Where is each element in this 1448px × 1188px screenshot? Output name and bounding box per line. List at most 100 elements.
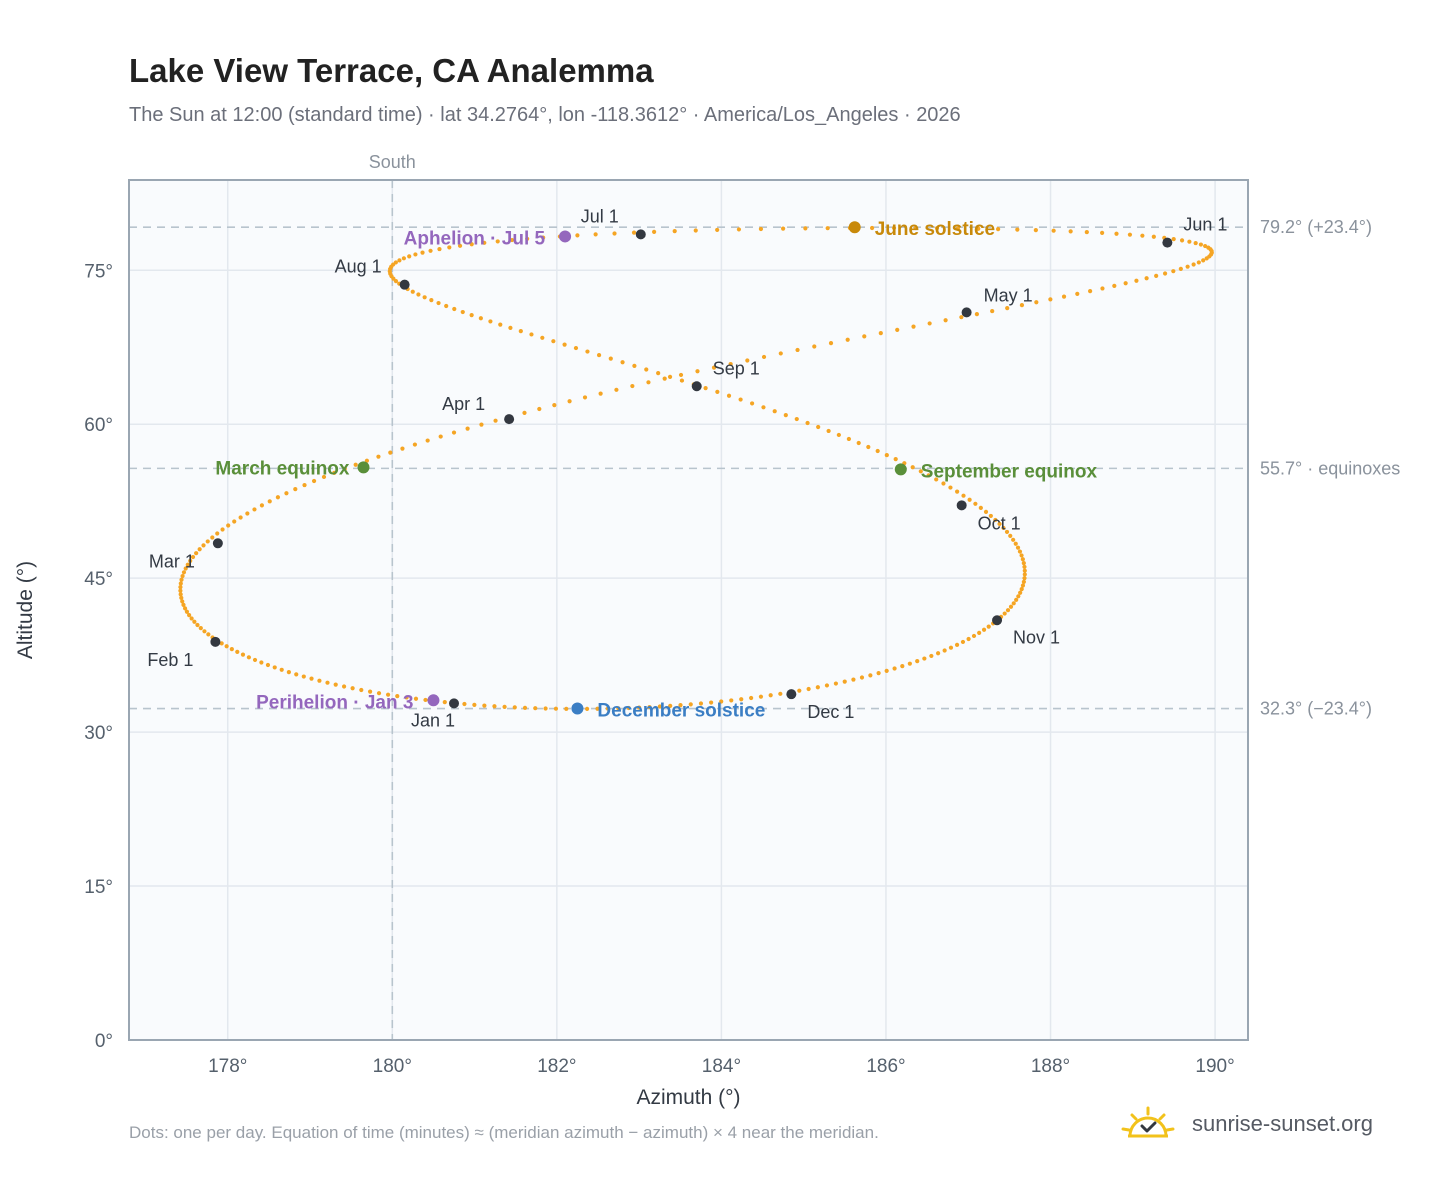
day-dot xyxy=(493,418,498,423)
day-dot xyxy=(1014,597,1019,602)
x-tick-label: 178° xyxy=(208,1056,247,1077)
day-dot xyxy=(626,705,631,711)
day-dot xyxy=(990,308,995,314)
day-dot xyxy=(709,700,714,705)
day-dot xyxy=(364,458,370,463)
sun-logo-icon xyxy=(1121,1106,1175,1138)
day-dot xyxy=(584,706,590,711)
day-dot xyxy=(978,505,983,510)
day-dot xyxy=(509,237,515,243)
day-dot xyxy=(616,706,621,711)
day-dot xyxy=(522,410,527,415)
month-marker xyxy=(399,279,410,290)
day-dot xyxy=(321,474,327,480)
day-dot xyxy=(252,507,257,512)
day-dot xyxy=(359,687,364,693)
day-dot xyxy=(224,644,229,649)
day-dot xyxy=(745,358,750,363)
day-dot xyxy=(188,558,193,563)
day-dot xyxy=(816,424,821,430)
day-dot xyxy=(749,401,755,406)
day-dot xyxy=(502,704,507,709)
day-dot xyxy=(934,477,939,482)
day-dot xyxy=(1022,564,1027,570)
day-dot xyxy=(1162,271,1168,276)
day-dot xyxy=(275,495,281,500)
month-marker xyxy=(449,698,460,709)
day-dot xyxy=(525,236,530,241)
month-label: Nov 1 xyxy=(1013,627,1060,647)
day-dot xyxy=(997,521,1002,527)
day-dot xyxy=(596,352,602,358)
day-dot xyxy=(190,554,196,560)
day-dot xyxy=(540,335,545,340)
altitude-reference-label: 32.3° (−23.4°) xyxy=(1260,699,1372,719)
day-dot xyxy=(553,706,559,711)
day-dot xyxy=(698,701,704,706)
month-marker xyxy=(635,229,646,240)
day-dot xyxy=(201,543,206,548)
x-tick-label: 188° xyxy=(1031,1056,1070,1077)
day-dot xyxy=(1127,232,1133,237)
month-marker xyxy=(210,636,221,647)
day-dot xyxy=(342,466,347,471)
day-dot xyxy=(824,683,830,688)
day-dot xyxy=(1068,229,1073,234)
day-dot xyxy=(1018,590,1023,595)
day-dot xyxy=(512,705,517,710)
event-marker xyxy=(559,230,572,243)
day-dot xyxy=(1201,258,1206,263)
day-dot xyxy=(966,636,971,642)
day-dot xyxy=(551,339,556,344)
month-marker xyxy=(691,381,702,392)
day-dot xyxy=(738,397,743,402)
month-label: Sep 1 xyxy=(713,358,760,378)
day-dot xyxy=(703,385,708,391)
day-dot xyxy=(428,248,433,253)
day-dot xyxy=(876,671,881,676)
day-dot xyxy=(726,393,732,398)
day-dot xyxy=(1021,579,1026,584)
day-dot xyxy=(934,226,940,231)
day-dot xyxy=(1154,273,1159,278)
day-dot xyxy=(869,225,875,231)
day-dot xyxy=(893,457,898,462)
day-dot xyxy=(1191,262,1196,267)
day-dot xyxy=(719,699,724,704)
day-dot xyxy=(884,668,889,673)
month-label: Jan 1 xyxy=(411,710,455,730)
day-dot xyxy=(911,324,916,329)
day-dot xyxy=(575,233,580,238)
day-dot xyxy=(469,313,474,318)
day-dot xyxy=(728,361,733,367)
day-dot xyxy=(836,432,841,438)
month-label: Jun 1 xyxy=(1183,215,1227,235)
day-dot xyxy=(518,329,523,334)
day-dot xyxy=(910,465,915,470)
day-dot xyxy=(761,354,767,360)
day-dot xyxy=(181,570,187,575)
brand[interactable]: sunrise-sunset.org xyxy=(1120,1104,1373,1144)
day-dot xyxy=(533,706,538,711)
day-dot xyxy=(749,695,754,701)
day-dot xyxy=(983,509,989,514)
day-dot xyxy=(1051,228,1056,233)
day-dot xyxy=(179,577,184,582)
day-dot xyxy=(284,491,289,496)
day-dot xyxy=(608,356,613,361)
day-dot xyxy=(842,679,847,684)
x-tick-label: 186° xyxy=(866,1056,905,1077)
x-tick-label: 190° xyxy=(1195,1056,1234,1077)
day-dot xyxy=(585,349,590,354)
day-dot xyxy=(420,250,425,255)
day-dot xyxy=(955,489,960,494)
day-dot xyxy=(180,573,185,579)
day-dot xyxy=(695,369,700,374)
month-marker xyxy=(956,500,967,511)
day-dot xyxy=(469,242,474,247)
day-dot xyxy=(229,647,234,652)
day-dot xyxy=(478,316,483,321)
day-dot xyxy=(385,692,391,697)
day-dot xyxy=(541,235,546,240)
day-dot xyxy=(806,686,811,692)
